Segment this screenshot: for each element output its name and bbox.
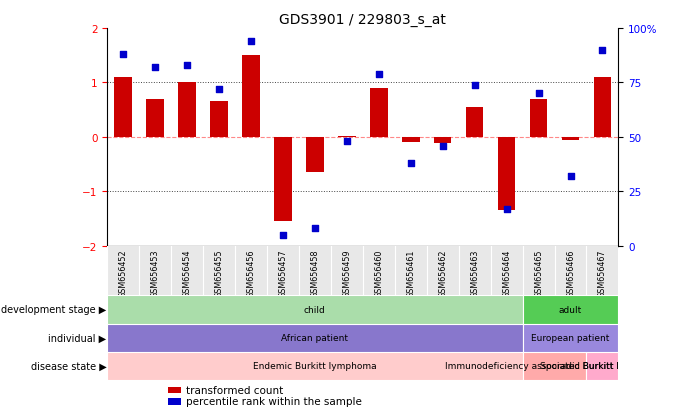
Point	[565, 173, 576, 180]
Bar	[107, 352, 522, 380]
Point	[437, 143, 448, 150]
Text: GSM656466: GSM656466	[566, 249, 575, 297]
Text: GSM656463: GSM656463	[470, 249, 479, 297]
Text: African patient: African patient	[281, 333, 348, 342]
Text: GSM656452: GSM656452	[119, 249, 128, 297]
Text: GSM656460: GSM656460	[375, 249, 384, 297]
Bar	[178, 83, 196, 138]
Bar	[107, 324, 522, 352]
Bar	[370, 89, 388, 138]
Point	[373, 71, 384, 78]
Bar	[402, 138, 419, 143]
Text: child: child	[304, 305, 325, 314]
Bar	[169, 387, 181, 393]
Bar	[562, 138, 579, 140]
Point	[117, 52, 129, 58]
Bar	[306, 138, 323, 173]
Text: GSM656467: GSM656467	[598, 249, 607, 297]
Bar	[522, 352, 587, 380]
Text: development stage ▶: development stage ▶	[1, 305, 106, 315]
Point	[501, 206, 512, 213]
Text: Immunodeficiency associated Burkitt lymphoma: Immunodeficiency associated Burkitt lymp…	[445, 361, 664, 370]
Text: GSM656457: GSM656457	[278, 249, 287, 297]
Point	[469, 82, 480, 89]
Bar	[107, 296, 522, 324]
Text: percentile rank within the sample: percentile rank within the sample	[187, 396, 362, 406]
Point	[182, 62, 193, 69]
Bar	[530, 100, 547, 138]
Text: GSM656465: GSM656465	[534, 249, 543, 297]
Bar	[274, 138, 292, 222]
Text: GSM656464: GSM656464	[502, 249, 511, 297]
Text: GSM656453: GSM656453	[151, 249, 160, 297]
Bar	[594, 78, 612, 138]
Text: GSM656461: GSM656461	[406, 249, 415, 297]
Point	[277, 232, 288, 239]
Text: Sporadic Burkitt lymphoma: Sporadic Burkitt lymphoma	[540, 361, 665, 370]
Text: Endemic Burkitt lymphoma: Endemic Burkitt lymphoma	[253, 361, 377, 370]
Point	[533, 91, 544, 97]
Title: GDS3901 / 229803_s_at: GDS3901 / 229803_s_at	[279, 12, 446, 26]
Bar	[466, 108, 484, 138]
Bar	[522, 324, 618, 352]
Bar	[169, 398, 181, 405]
Text: European patient: European patient	[531, 333, 609, 342]
Text: transformed count: transformed count	[187, 385, 283, 395]
Text: GSM656459: GSM656459	[342, 249, 351, 297]
Text: individual ▶: individual ▶	[48, 333, 106, 343]
Text: GSM656454: GSM656454	[182, 249, 191, 297]
Bar	[498, 138, 515, 211]
Text: GSM656458: GSM656458	[310, 249, 319, 297]
Text: disease state ▶: disease state ▶	[30, 361, 106, 371]
Point	[149, 65, 160, 71]
Bar	[522, 296, 618, 324]
Text: GSM656456: GSM656456	[247, 249, 256, 297]
Point	[214, 86, 225, 93]
Point	[405, 160, 416, 167]
Point	[245, 39, 256, 45]
Point	[310, 225, 321, 232]
Bar	[146, 100, 164, 138]
Text: GSM656455: GSM656455	[214, 249, 223, 297]
Text: adult: adult	[559, 305, 582, 314]
Text: GSM656462: GSM656462	[438, 249, 447, 297]
Bar	[434, 138, 451, 144]
Point	[597, 47, 608, 54]
Bar	[210, 102, 228, 138]
Bar	[114, 78, 132, 138]
Bar	[242, 56, 260, 138]
Bar	[587, 352, 618, 380]
Bar	[338, 136, 356, 138]
Point	[341, 139, 352, 145]
